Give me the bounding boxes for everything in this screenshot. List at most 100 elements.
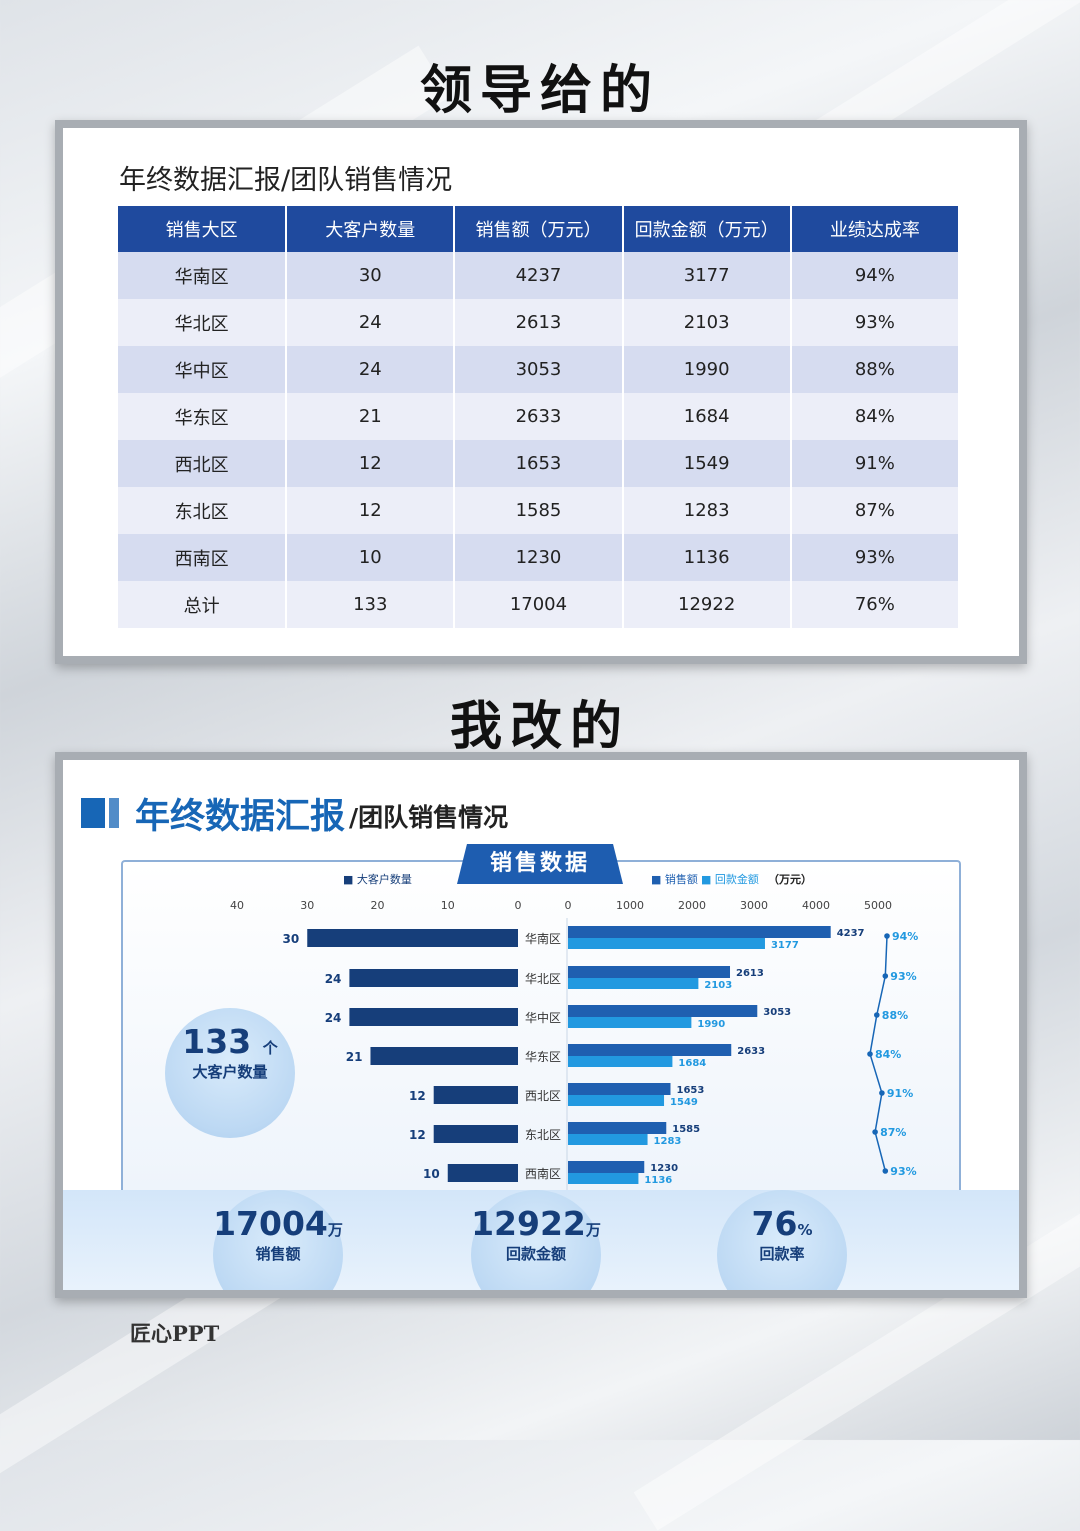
table-cell: 12 [286,487,456,534]
table-cell: 88% [790,346,961,393]
rate-point [874,1012,880,1018]
repayment-bar-label: 3177 [771,940,799,951]
left-tick-label: 20 [371,899,385,912]
rate-label: 93% [890,1165,916,1178]
column-header: 业绩达成率 [790,206,961,252]
sales-bar-label: 3053 [763,1007,791,1018]
sales-bar [568,1005,758,1017]
customer-bar [433,1125,518,1143]
table-cell: 东北区 [118,487,288,534]
revised-title: 年终数据汇报 [135,797,346,837]
legend-repayment: ■ 回款金额 [701,872,759,886]
table-cell: 30 [286,252,456,299]
table-cell: 12922 [622,581,792,628]
title-accent-block [81,798,105,828]
customer-bar [433,1086,518,1104]
column-header: 销售额（万元） [454,206,624,252]
left-tick-label: 0 [515,899,522,912]
original-slide: 年终数据汇报/团队销售情况 销售大区 大客户数量 销售额（万元） 回款金额（万元… [55,120,1027,664]
table-cell: 2633 [454,393,624,440]
category-label: 华东区 [525,1050,561,1064]
kpi-rate-value: 76 [751,1204,798,1243]
rate-label: 94% [892,930,918,943]
sales-bar [568,1083,671,1095]
sales-bar-label: 2633 [737,1046,765,1057]
table-cell: 3177 [622,252,792,299]
right-tick-label: 2000 [678,899,706,912]
rate-point [867,1051,873,1057]
sales-bar-label: 1230 [650,1163,678,1174]
table-cell: 华南区 [118,252,288,299]
column-header: 大客户数量 [286,206,456,252]
rate-point [872,1129,878,1135]
table-cell: 133 [286,581,456,628]
table-cell: 84% [790,393,961,440]
rate-label: 93% [890,970,916,983]
table-cell: 17004 [454,581,624,628]
table-row: 东北区 12 1585 1283 87% [118,487,961,534]
table-cell: 76% [790,581,961,628]
repayment-bar [568,1095,665,1106]
table-cell: 2613 [454,299,624,346]
kpi-sales-value: 17004 [213,1204,328,1243]
table-cell: 1136 [622,534,792,581]
sales-bar [568,1122,667,1134]
table-cell: 2103 [622,299,792,346]
repayment-bar [568,1173,639,1184]
table-cell: 华北区 [118,299,288,346]
kpi-sales-unit: 万 [327,1221,343,1239]
category-label: 华北区 [525,972,561,986]
kpi-repayment: 12922万 回款金额 [471,1190,601,1290]
customer-bar-label: 24 [325,1011,342,1025]
repayment-bar-label: 1283 [654,1136,682,1147]
rate-label: 88% [882,1009,908,1022]
customer-bar [307,929,518,947]
sales-bar [568,966,731,978]
left-tick-label: 40 [230,899,244,912]
sales-bar-label: 1653 [676,1085,704,1096]
repayment-bar-label: 2103 [704,980,732,991]
kpi-repayment-label: 回款金额 [505,1245,566,1263]
rate-point [879,1090,885,1096]
right-tick-label: 4000 [802,899,830,912]
table-row: 华北区 24 2613 2103 93% [118,299,961,346]
sales-bar-label: 1585 [672,1124,700,1135]
customer-bar-label: 21 [346,1050,363,1064]
kpi-rate-unit: % [797,1221,813,1239]
sales-bar-label: 2613 [736,968,764,979]
kpi-rate: 76% 回款率 [717,1190,847,1290]
table-cell: 1283 [622,487,792,534]
repayment-bar-label: 1684 [678,1058,706,1069]
kpi-rate-label: 回款率 [759,1245,805,1263]
column-header: 回款金额（万元） [622,206,792,252]
customer-bar [349,1008,518,1026]
revised-subtitle: /团队销售情况 [349,803,509,832]
table-cell: 1585 [454,487,624,534]
category-label: 西南区 [525,1166,561,1181]
customer-bar-label: 12 [409,1089,426,1103]
table-cell: 93% [790,299,961,346]
rate-label: 91% [887,1087,913,1100]
kpi-customers-value: 133 [182,1022,252,1061]
category-label: 东北区 [525,1128,561,1142]
title-accent-block [109,798,119,828]
table-cell: 1549 [622,440,792,487]
table-cell: 12 [286,440,456,487]
repayment-bar [568,1056,673,1067]
original-subtitle: 年终数据汇报/团队销售情况 [119,165,453,196]
section-badge: 销售数据 [457,844,623,884]
table-cell: 91% [790,440,961,487]
sales-bar [568,926,831,938]
table-cell: 1653 [454,440,624,487]
right-tick-label: 1000 [616,899,644,912]
table-row: 总计 133 17004 12922 76% [118,581,961,628]
left-legend: ■ 大客户数量 [343,872,412,886]
kpi-customers: 133 个 大客户数量 [165,1008,295,1138]
table-cell: 总计 [118,581,288,628]
sales-bar [568,1044,732,1056]
table-cell: 87% [790,487,961,534]
heading-revised: 我改的 [449,696,630,757]
footer-brand: 匠心PPT [130,1321,220,1346]
table-cell: 华中区 [118,346,288,393]
table-row: 华南区 30 4237 3177 94% [118,252,961,299]
